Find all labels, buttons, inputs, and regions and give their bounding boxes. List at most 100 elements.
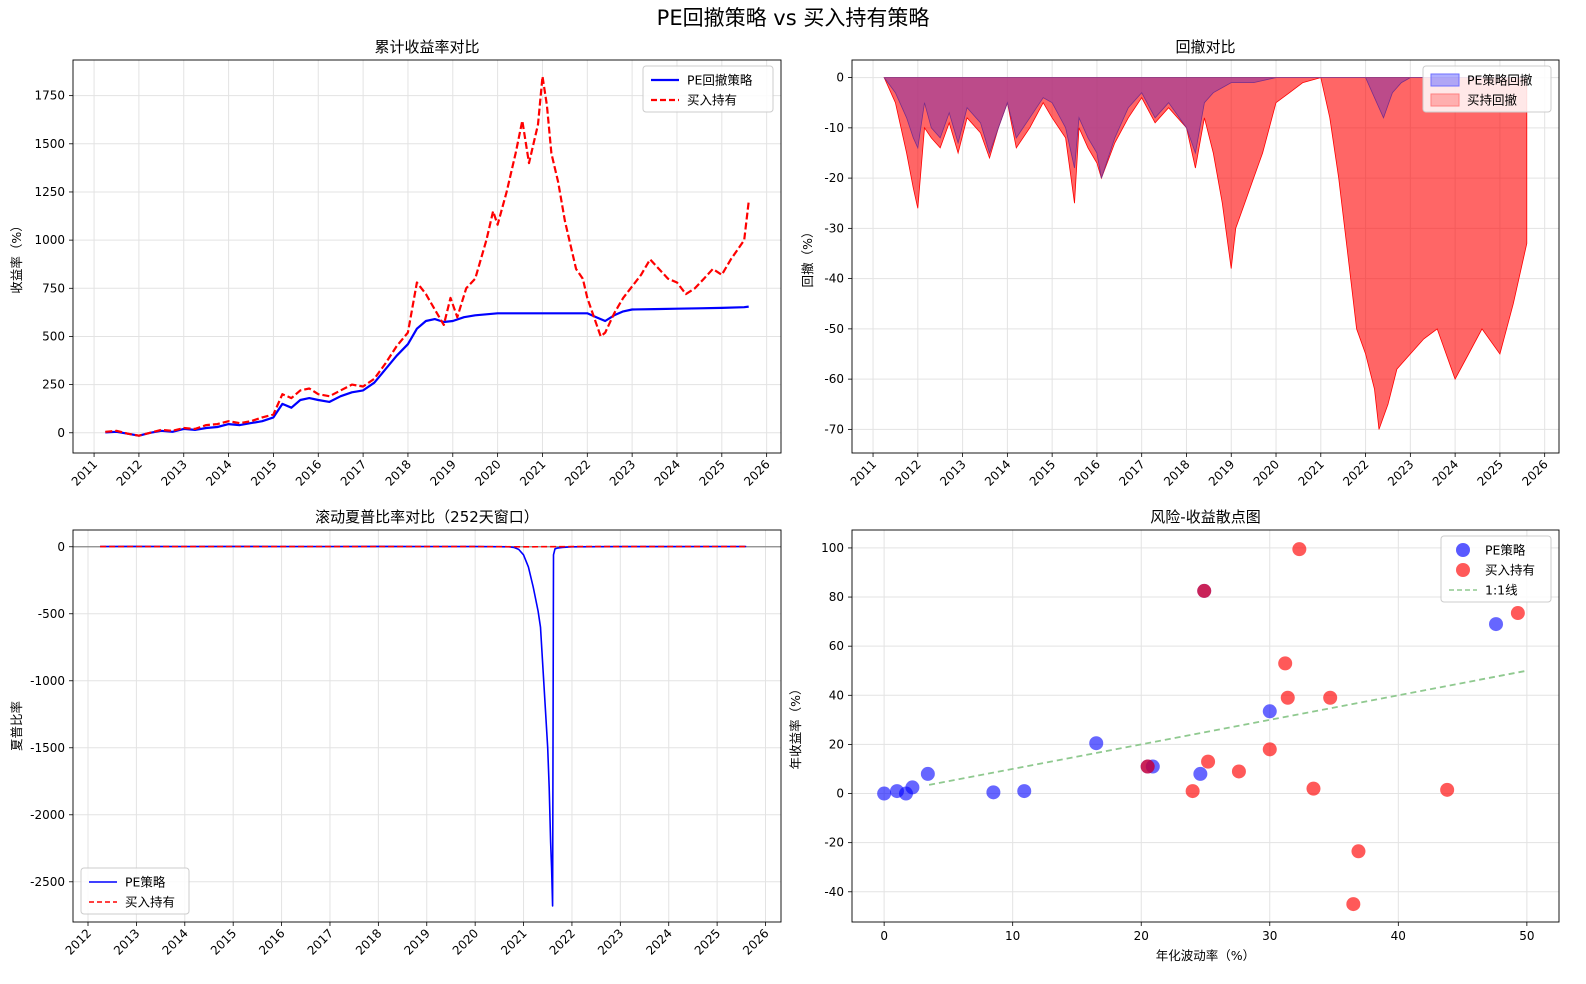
y-tick-label: 0 xyxy=(57,540,65,554)
scatter-point-pe-strategy xyxy=(1489,617,1504,632)
area-buy-hold-drawdown xyxy=(883,77,1528,430)
y-tick-label: 20 xyxy=(829,737,844,751)
y-tick-label: -60 xyxy=(824,372,844,386)
axes-frame xyxy=(851,59,1560,454)
x-tick-label: 2011 xyxy=(69,457,100,488)
y-tick-label: -30 xyxy=(824,221,844,235)
legend-item: 买持回撤 xyxy=(1430,93,1518,108)
x-tick-label: 10 xyxy=(1005,929,1020,943)
x-tick-label: 2018 xyxy=(353,926,384,957)
x-tick-label: 2015 xyxy=(208,926,239,957)
cumulative-return-chart: 2011 2012 2013 2014 2015 2016 2017 2018 2019 2020… xyxy=(9,38,782,489)
y-tick-label: -2000 xyxy=(30,808,65,822)
scatter-point-pe-strategy xyxy=(920,766,935,781)
y-tick-label: -20 xyxy=(824,171,844,185)
y-tick-label: -10 xyxy=(824,121,844,135)
scatter-point-buy-hold xyxy=(1510,606,1525,621)
legend-label: 买入持有 xyxy=(1485,563,1535,578)
legend-label: PE策略 xyxy=(125,875,166,890)
chart-title: 累计收益率对比 xyxy=(374,38,479,56)
risk-return-scatter-chart: 0 10 20 30 40 50 -40 -20 0 20 40 60 80 100 风险-收益散点图年收益… xyxy=(788,508,1560,963)
scatter-point-buy-hold xyxy=(1278,656,1293,671)
grid xyxy=(73,530,781,922)
x-tick-label: 2019 xyxy=(427,457,458,488)
plot-area xyxy=(73,545,781,907)
scatter-point-pe-strategy xyxy=(986,785,1001,800)
y-tick-label: 1000 xyxy=(34,233,65,247)
y-tick-label: 80 xyxy=(829,590,844,604)
legend-label: PE策略回撤 xyxy=(1467,73,1533,88)
area-pe-strategy-drawdown xyxy=(883,77,1527,179)
scatter-point-pe-strategy xyxy=(1017,784,1032,799)
legend-swatch xyxy=(1430,73,1460,87)
scatter-point-buy-hold xyxy=(1292,542,1307,557)
grid xyxy=(852,530,1559,922)
x-tick-label: 2019 xyxy=(1206,457,1237,488)
x-tick-label: 2018 xyxy=(1161,457,1192,488)
x-tick-label: 2026 xyxy=(1519,457,1550,488)
y-tick-label: -1500 xyxy=(30,741,65,755)
x-tick-label: 2016 xyxy=(256,926,287,957)
x-tick-label: 2023 xyxy=(595,926,626,957)
x-tick-label: 2017 xyxy=(338,457,369,488)
x-tick-label: 0 xyxy=(880,929,888,943)
y-tick-label: 0 xyxy=(836,71,844,85)
scatter-point-buy-hold xyxy=(1231,764,1246,779)
scatter-point-pe-strategy xyxy=(1193,766,1208,781)
x-tick-label: 2022 xyxy=(547,926,578,957)
legend-item: PE回撤策略 xyxy=(651,73,753,88)
legend-item: 买入持有 xyxy=(651,93,737,108)
y-tick-label: 0 xyxy=(57,426,65,440)
x-tick-label: 2014 xyxy=(203,457,234,488)
y-axis-label: 收益率（%） xyxy=(9,219,24,293)
y-tick-label: -1000 xyxy=(30,674,65,688)
plot-area xyxy=(105,75,750,437)
x-tick-label: 2012 xyxy=(63,926,94,957)
series-line-pe-strategy xyxy=(105,305,749,437)
y-tick-label: 60 xyxy=(829,639,844,653)
x-tick-label: 2012 xyxy=(892,457,923,488)
x-tick-label: 2024 xyxy=(643,926,674,957)
x-tick-label: 2014 xyxy=(159,926,190,957)
x-tick-label: 2024 xyxy=(1430,457,1461,488)
scatter-point-buy-hold xyxy=(1280,690,1295,705)
y-tick-label: -20 xyxy=(824,836,844,850)
y-tick-label: 40 xyxy=(829,688,844,702)
legend-label: PE策略 xyxy=(1485,543,1526,558)
y-tick-label: -40 xyxy=(824,885,844,899)
y-tick-label: -2500 xyxy=(30,875,65,889)
y-tick-label: 1250 xyxy=(34,185,65,199)
plot-area xyxy=(883,77,1528,430)
figure-suptitle: PE回撤策略 vs 买入持有策略 xyxy=(657,6,930,30)
x-tick-label: 30 xyxy=(1262,929,1277,943)
x-tick-label: 2022 xyxy=(562,457,593,488)
legend-swatch xyxy=(1430,93,1460,107)
y-tick-label: 0 xyxy=(836,787,844,801)
scatter-point-buy-hold xyxy=(1440,782,1455,797)
x-tick-label: 2021 xyxy=(517,457,548,488)
x-tick-label: 2025 xyxy=(696,457,727,488)
axes-frame xyxy=(851,529,1560,923)
scatter-point-buy-hold xyxy=(1197,583,1212,598)
scatter-point-buy-hold xyxy=(1140,759,1155,774)
legend-item: 买入持有 xyxy=(89,895,175,910)
scatter-point-buy-hold xyxy=(1306,781,1321,796)
x-tick-label: 2013 xyxy=(111,926,142,957)
x-tick-label: 2014 xyxy=(982,457,1013,488)
y-tick-label: -500 xyxy=(38,607,65,621)
x-tick-label: 2015 xyxy=(1027,457,1058,488)
y-tick-label: -50 xyxy=(824,322,844,336)
scatter-point-buy-hold xyxy=(1262,742,1277,757)
scatter-point-buy-hold xyxy=(1185,784,1200,799)
x-tick-label: 2026 xyxy=(740,926,771,957)
legend-item: 1:1线 xyxy=(1449,583,1518,598)
x-tick-label: 2019 xyxy=(401,926,432,957)
x-tick-label: 2017 xyxy=(1116,457,1147,488)
y-axis-label: 夏普比率 xyxy=(9,701,24,751)
y-tick-label: -40 xyxy=(824,272,844,286)
y-tick-label: 750 xyxy=(42,281,65,295)
reference-line-1to1 xyxy=(928,669,1528,786)
